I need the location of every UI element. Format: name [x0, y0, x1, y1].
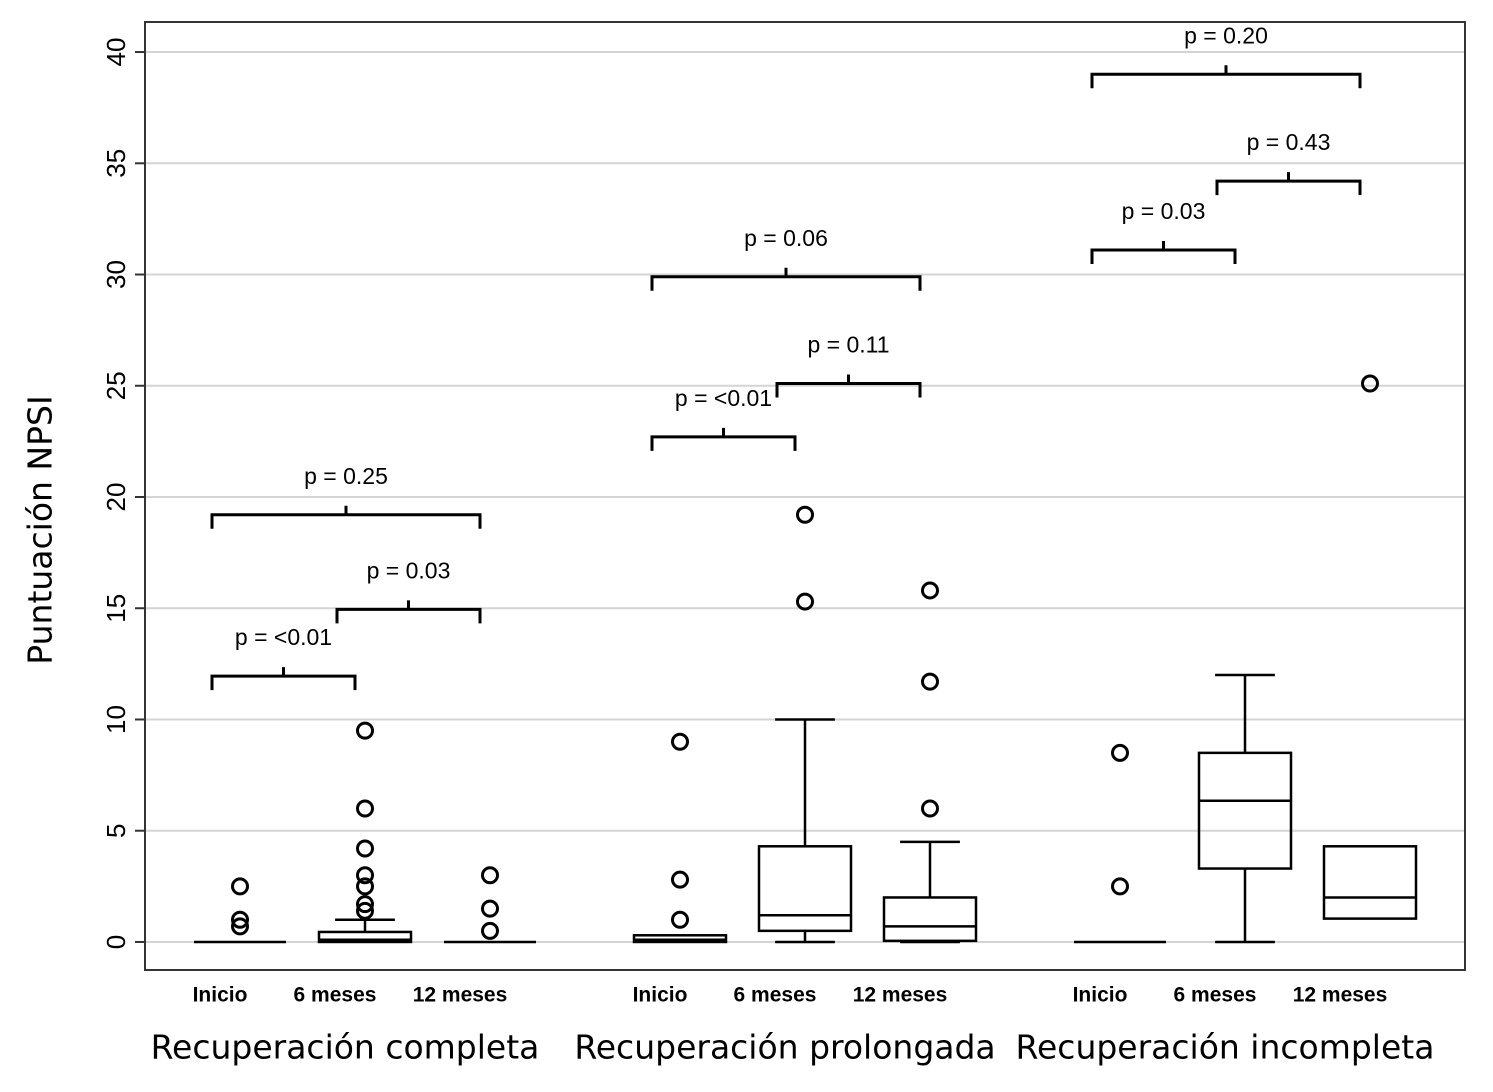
y-tick-label: 25 — [101, 371, 131, 400]
group-label: Recuperación incompleta — [1016, 1028, 1435, 1067]
comparison-bracket — [1090, 65, 1362, 89]
outlier — [671, 732, 689, 751]
group-label: Recuperación prolongada — [574, 1028, 995, 1067]
x-tick-label: Inicio — [193, 984, 248, 1007]
x-tick-label: Inicio — [633, 984, 688, 1007]
outlier — [231, 910, 249, 929]
comparison-bracket — [775, 374, 922, 398]
outlier — [481, 899, 499, 918]
y-axis-title: Puntuación NPSI — [21, 395, 60, 664]
box — [317, 930, 413, 944]
outlier — [356, 895, 374, 914]
y-tick-label: 35 — [101, 149, 131, 178]
x-tick-label: 12 meses — [1293, 984, 1388, 1007]
outlier — [921, 581, 939, 600]
box — [757, 845, 853, 933]
outlier — [1361, 374, 1379, 393]
p-value-label: p = 0.11 — [807, 332, 889, 358]
x-tick-label: 6 meses — [1174, 984, 1257, 1007]
x-tick-label: 6 meses — [294, 984, 377, 1007]
comparison-bracket — [335, 600, 482, 624]
comparison-bracket — [1215, 172, 1362, 196]
comparison-bracket — [650, 427, 797, 451]
y-tick-label: 20 — [101, 483, 131, 512]
outlier — [796, 505, 814, 524]
y-tick-label: 5 — [101, 823, 131, 837]
x-tick-label: 6 meses — [734, 984, 817, 1007]
outlier — [231, 917, 249, 936]
outlier — [796, 592, 814, 611]
outlier — [921, 672, 939, 691]
y-tick-label: 30 — [101, 260, 131, 289]
outlier — [356, 901, 374, 920]
outlier — [356, 721, 374, 740]
x-tick-label: Inicio — [1073, 984, 1128, 1007]
outlier — [481, 866, 499, 885]
box — [1322, 845, 1418, 920]
y-tick-label: 15 — [101, 594, 131, 623]
box — [1197, 751, 1293, 870]
outlier — [481, 921, 499, 940]
p-value-label: p = 0.03 — [1122, 198, 1206, 224]
outlier — [356, 866, 374, 885]
outlier — [921, 799, 939, 818]
outlier — [671, 910, 689, 929]
outlier — [231, 877, 249, 896]
comparison-bracket — [650, 267, 922, 291]
comparison-bracket — [1090, 241, 1237, 265]
p-value-label: p = 0.06 — [744, 225, 828, 251]
outlier — [1111, 877, 1129, 896]
x-tick-label: 12 meses — [853, 984, 948, 1007]
box — [882, 896, 978, 943]
group-label: Recuperación completa — [151, 1028, 540, 1067]
outlier — [356, 799, 374, 818]
y-tick-label: 0 — [101, 935, 131, 949]
y-tick-label: 10 — [101, 705, 131, 734]
outlier — [356, 877, 374, 896]
outlier — [356, 839, 374, 858]
comparison-bracket — [210, 667, 357, 691]
outlier — [671, 870, 689, 889]
plot-frame — [144, 21, 1466, 971]
x-tick-label: 12 meses — [413, 984, 508, 1007]
comparison-bracket — [210, 505, 482, 529]
p-value-label: p = 0.25 — [304, 463, 388, 489]
p-value-label: p = <0.01 — [675, 385, 772, 411]
outlier — [1111, 743, 1129, 762]
p-value-label: p = 0.43 — [1247, 129, 1331, 155]
y-tick-label: 40 — [101, 38, 131, 67]
p-value-label: p = 0.20 — [1184, 22, 1268, 48]
p-value-label: p = <0.01 — [235, 624, 332, 650]
p-value-label: p = 0.03 — [367, 557, 451, 583]
